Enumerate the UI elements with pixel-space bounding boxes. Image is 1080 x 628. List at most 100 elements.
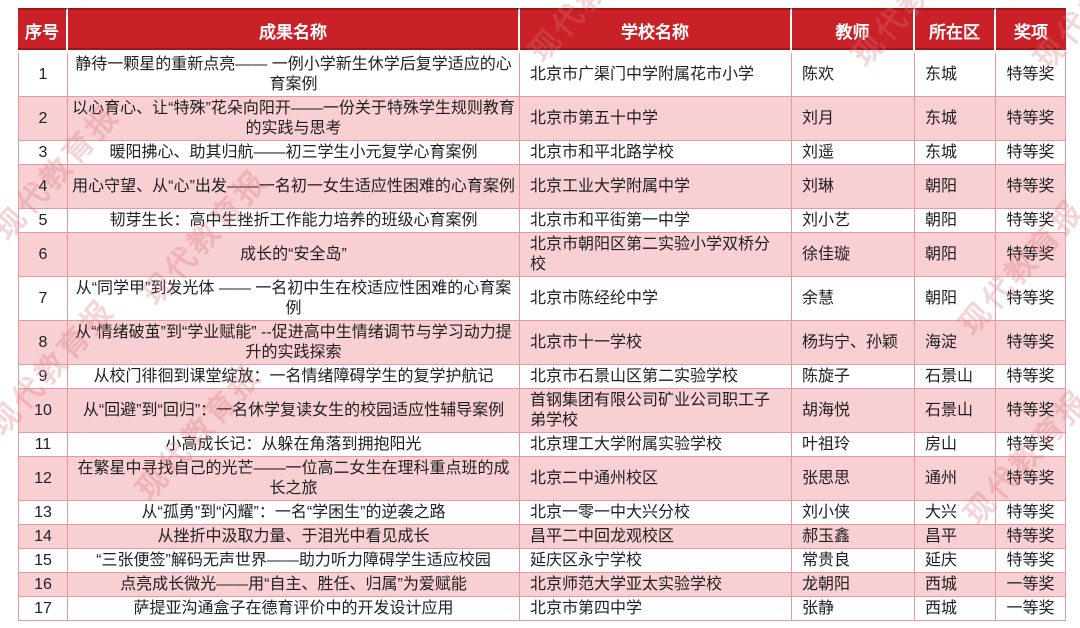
cell-achievement: 从校门徘徊到课堂绽放：一名情绪障碍学生的复学护航记 (68, 365, 520, 389)
cell-award: 特等奖 (996, 53, 1066, 97)
cell-district: 东城 (915, 97, 996, 141)
cell-school: 北京工业大学附属中学 (520, 165, 792, 209)
cell-achievement: 从“同学甲”到发光体 —— 一名初中生在校适应性困难的心育案例 (68, 277, 520, 321)
cell-district: 石景山 (915, 389, 996, 433)
cell-school: 北京市陈经纶中学 (520, 277, 792, 321)
header-row: 序号 成果名称 学校名称 教师 所在区 奖项 (18, 8, 1066, 53)
cell-index: 13 (18, 501, 68, 525)
cell-teacher: 刘小侠 (792, 501, 915, 525)
cell-teacher: 刘月 (792, 97, 915, 141)
cell-school: 北京一零一中大兴分校 (520, 501, 792, 525)
cell-award: 特等奖 (996, 457, 1066, 501)
cell-school: 首钢集团有限公司矿业公司职工子弟学校 (520, 389, 792, 433)
column-header-achievement: 成果名称 (68, 8, 520, 53)
cell-school: 北京市和平街第一中学 (520, 209, 792, 233)
table-row: 7 从“同学甲”到发光体 —— 一名初中生在校适应性困难的心育案例 北京市陈经纶中学… (18, 277, 1066, 321)
cell-district: 通州 (915, 457, 996, 501)
table-row: 12 在繁星中寻找自己的光芒——一位高二女生在理科重点班的成长之旅 北京二中通州校区… (18, 457, 1066, 501)
table-row: 5 韧芽生长：高中生挫折工作能力培养的班级心育案例 北京市和平街第一中学 刘小艺 朝阳特… (18, 209, 1066, 233)
table-row: 11 小高成长记：从躲在角落到拥抱阳光 北京理工大学附属实验学校 叶祖玲 房山 特等奖 (18, 433, 1066, 457)
cell-school: 延庆区永宁学校 (520, 549, 792, 573)
cell-teacher: 胡海悦 (792, 389, 915, 433)
cell-district: 朝阳 (915, 209, 996, 233)
table-header: 序号 成果名称 学校名称 教师 所在区 奖项 (18, 8, 1066, 53)
cell-school: 北京市第五十中学 (520, 97, 792, 141)
table-row: 3 暖阳拂心、助其归航——初三学生小元复学心育案例 北京市和平北路学校 刘遥 东城 特等奖 (18, 141, 1066, 165)
cell-achievement: 从挫折中汲取力量、于泪光中看见成长 (68, 525, 520, 549)
cell-teacher: 刘遥 (792, 141, 915, 165)
cell-achievement: 从“孤勇”到“闪耀”：一名“学困生”的逆袭之路 (68, 501, 520, 525)
cell-district: 石景山 (915, 365, 996, 389)
cell-district: 西城 (915, 597, 996, 621)
table-row: 8 从“情绪破茧”到“学业赋能” --促进高中生情绪调节与学习动力提升的实践探索北… (18, 321, 1066, 365)
cell-index: 2 (18, 97, 68, 141)
cell-teacher: 张静 (792, 597, 915, 621)
cell-district: 昌平 (915, 525, 996, 549)
cell-award: 特等奖 (996, 233, 1066, 277)
cell-index: 11 (18, 433, 68, 457)
column-header-teacher: 教师 (792, 8, 915, 53)
cell-teacher: 杨玙宁、孙颖 (792, 321, 915, 365)
cell-award: 特等奖 (996, 501, 1066, 525)
table-row: 15 “三张便签”解码无声世界——助力听力障碍学生适应校园 延庆区永宁学校 常贵良 延庆… (18, 549, 1066, 573)
column-header-school: 学校名称 (520, 8, 792, 53)
cell-district: 房山 (915, 433, 996, 457)
cell-index: 7 (18, 277, 68, 321)
cell-teacher: 叶祖玲 (792, 433, 915, 457)
cell-index: 10 (18, 389, 68, 433)
cell-district: 东城 (915, 53, 996, 97)
awards-table-container: 序号 成果名称 学校名称 教师 所在区 奖项 1 静待一颗星的重新点亮—— 一例小… (18, 8, 1066, 621)
awards-table: 序号 成果名称 学校名称 教师 所在区 奖项 1 静待一颗星的重新点亮—— 一例小… (18, 8, 1066, 621)
table-row: 2 以心育心、让“特殊”花朵向阳开——一份关于特殊学生规则教育的实践与思考 北京市第… (18, 97, 1066, 141)
cell-district: 海淀 (915, 321, 996, 365)
table-body: 1 静待一颗星的重新点亮—— 一例小学新生休学后复学适应的心育案例 北京市广渠门中学… (18, 53, 1066, 621)
cell-index: 8 (18, 321, 68, 365)
cell-award: 特等奖 (996, 277, 1066, 321)
cell-teacher: 陈欢 (792, 53, 915, 97)
table-row: 17 萨提亚沟通盒子在德育评价中的开发设计应用 北京市第四中学 张静 西城 一等奖 (18, 597, 1066, 621)
table-row: 14 从挫折中汲取力量、于泪光中看见成长 昌平二中回龙观校区 郝玉鑫 昌平 特等奖 (18, 525, 1066, 549)
cell-achievement: 以心育心、让“特殊”花朵向阳开——一份关于特殊学生规则教育的实践与思考 (68, 97, 520, 141)
cell-school: 北京二中通州校区 (520, 457, 792, 501)
cell-teacher: 常贵良 (792, 549, 915, 573)
cell-award: 特等奖 (996, 321, 1066, 365)
cell-district: 延庆 (915, 549, 996, 573)
cell-teacher: 张思思 (792, 457, 915, 501)
cell-school: 北京市石景山区第二实验学校 (520, 365, 792, 389)
cell-achievement: 成长的“安全岛” (68, 233, 520, 277)
cell-school: 北京市十一学校 (520, 321, 792, 365)
cell-achievement: 小高成长记：从躲在角落到拥抱阳光 (68, 433, 520, 457)
column-header-index: 序号 (18, 8, 68, 53)
table-row: 9 从校门徘徊到课堂绽放：一名情绪障碍学生的复学护航记 北京市石景山区第二实验学校陈… (18, 365, 1066, 389)
cell-index: 1 (18, 53, 68, 97)
cell-school: 北京师范大学亚太实验学校 (520, 573, 792, 597)
table-row: 10 从“回避”到“回归”：一名休学复读女生的校园适应性辅导案例 首钢集团有限公司矿… (18, 389, 1066, 433)
cell-index: 17 (18, 597, 68, 621)
table-row: 4 用心守望、从“心”出发——一名初一女生适应性困难的心育案例 北京工业大学附属中学… (18, 165, 1066, 209)
table-row: 16 点亮成长微光——用“自主、胜任、归属”为爱赋能 北京师范大学亚太实验学校 龙朝阳… (18, 573, 1066, 597)
cell-achievement: 用心守望、从“心”出发——一名初一女生适应性困难的心育案例 (68, 165, 520, 209)
table-row: 6 成长的“安全岛” 北京市朝阳区第二实验小学双桥分校 徐佳璇 朝阳 特等奖 (18, 233, 1066, 277)
cell-school: 北京市和平北路学校 (520, 141, 792, 165)
column-header-award: 奖项 (996, 8, 1066, 53)
cell-district: 大兴 (915, 501, 996, 525)
cell-district: 朝阳 (915, 233, 996, 277)
cell-district: 朝阳 (915, 277, 996, 321)
cell-teacher: 郝玉鑫 (792, 525, 915, 549)
cell-achievement: 从“回避”到“回归”：一名休学复读女生的校园适应性辅导案例 (68, 389, 520, 433)
cell-index: 14 (18, 525, 68, 549)
cell-teacher: 龙朝阳 (792, 573, 915, 597)
cell-achievement: 暖阳拂心、助其归航——初三学生小元复学心育案例 (68, 141, 520, 165)
cell-achievement: 在繁星中寻找自己的光芒——一位高二女生在理科重点班的成长之旅 (68, 457, 520, 501)
cell-teacher: 陈旋子 (792, 365, 915, 389)
table-row: 13 从“孤勇”到“闪耀”：一名“学困生”的逆袭之路 北京一零一中大兴分校 刘小侠 大兴… (18, 501, 1066, 525)
cell-index: 5 (18, 209, 68, 233)
cell-award: 特等奖 (996, 141, 1066, 165)
table-row: 1 静待一颗星的重新点亮—— 一例小学新生休学后复学适应的心育案例 北京市广渠门中学… (18, 53, 1066, 97)
cell-award: 特等奖 (996, 365, 1066, 389)
cell-index: 9 (18, 365, 68, 389)
column-header-district: 所在区 (915, 8, 996, 53)
cell-index: 6 (18, 233, 68, 277)
cell-school: 北京理工大学附属实验学校 (520, 433, 792, 457)
cell-award: 特等奖 (996, 549, 1066, 573)
